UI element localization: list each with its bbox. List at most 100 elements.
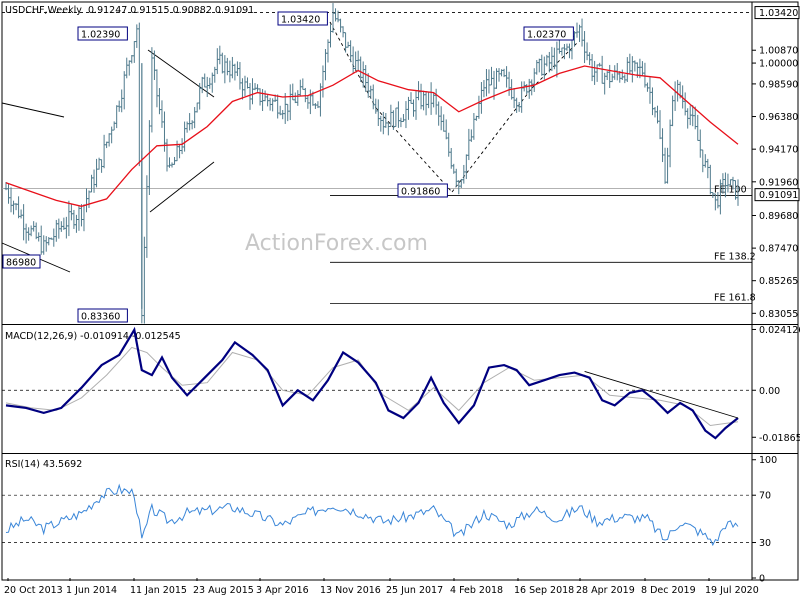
- macd-panel: MACD(12,26,9) -0.010914 -0.012545 0.02412…: [2, 325, 800, 444]
- ohlc-bar: [180, 138, 184, 155]
- y-tick-label: 0.83055: [759, 309, 798, 320]
- ohlc-bar: [208, 77, 212, 89]
- trendline: [147, 49, 215, 98]
- ohlc-bar: [238, 62, 242, 90]
- ohlc-bar: [583, 31, 587, 64]
- ohlc-bar: [188, 113, 192, 131]
- ohlc-bar: [77, 205, 81, 231]
- ohlc-bar: [193, 107, 197, 129]
- fib-extension-label: FE 100: [714, 185, 747, 196]
- ohlc-bar: [102, 134, 106, 169]
- ohlc-bar: [251, 78, 255, 105]
- ohlc-bar: [580, 18, 584, 47]
- y-tick-label: -0.018657: [759, 433, 800, 444]
- ohlc-bar: [205, 76, 209, 98]
- ohlc-bar: [447, 132, 451, 157]
- ohlc-bar: [271, 98, 275, 112]
- ohlc-bar: [115, 105, 119, 129]
- ohlc-bar: [676, 79, 680, 102]
- y-tick-label: 0.91960: [759, 177, 798, 188]
- ohlc-bar: [341, 26, 345, 38]
- ohlc-bar: [34, 222, 38, 240]
- price-label-box: [277, 11, 328, 26]
- price-label: 0.91860: [401, 187, 440, 198]
- ohlc-bar: [248, 83, 252, 110]
- price-label: 1.02390: [81, 30, 120, 41]
- price-label-box: [397, 183, 448, 198]
- ohlc-bar: [17, 196, 21, 219]
- ohlc-bar: [560, 47, 564, 56]
- ohlc-bar: [412, 99, 416, 117]
- x-tick-label: 25 Jun 2017: [386, 585, 443, 596]
- ohlc-bar: [331, 3, 335, 33]
- ohlc-bar: [434, 88, 438, 115]
- macd-signal-line: [5, 346, 739, 427]
- ohlc-bar: [479, 82, 483, 114]
- ohlc-bar: [464, 154, 468, 180]
- ohlc-bar: [298, 79, 302, 97]
- ohlc-bar: [696, 114, 700, 141]
- macd-label: MACD(12,26,9) -0.010914 -0.012545: [5, 331, 181, 342]
- ohlc-bar: [223, 55, 227, 84]
- x-tick-label: 13 Nov 2016: [320, 585, 381, 596]
- ohlc-bar: [306, 95, 310, 109]
- ohlc-bar: [489, 66, 493, 86]
- ohlc-bar: [276, 94, 280, 119]
- high-price-tag: [754, 6, 800, 20]
- x-tick-label: 3 Apr 2016: [256, 585, 309, 596]
- y-tick-label: 70: [759, 491, 771, 502]
- ohlc-bar: [117, 100, 121, 112]
- x-tick-label: 8 Dec 2019: [641, 585, 696, 596]
- ohlc-bar: [361, 61, 365, 88]
- x-tick-label: 19 Jul 2020: [705, 585, 759, 596]
- ohlc-bar: [658, 110, 662, 140]
- ohlc-bar: [708, 164, 712, 195]
- ohlc-bar: [293, 92, 297, 104]
- ohlc-bar: [135, 24, 139, 48]
- ohlc-bar: [261, 89, 265, 111]
- fib-extension-label: FE 138.2: [714, 251, 756, 262]
- ohlc-bar: [643, 62, 647, 88]
- ohlc-bar: [613, 65, 617, 80]
- ohlc-bar: [22, 204, 26, 241]
- ohlc-bar: [610, 73, 614, 83]
- ohlc-bar: [623, 74, 627, 84]
- ohlc-bar: [200, 76, 204, 94]
- ohlc-bar: [24, 223, 28, 244]
- ohlc-bar: [79, 204, 83, 227]
- ohlc-bar: [532, 68, 536, 92]
- ohlc-bar: [92, 169, 96, 193]
- ohlc-bar: [484, 69, 488, 97]
- price-label: 1.03420: [281, 15, 320, 26]
- y-tick-label: 0.89680: [759, 211, 798, 222]
- price-label-box: [2, 254, 41, 269]
- ohlc-bar: [243, 75, 247, 97]
- ohlc-bar: [245, 77, 249, 89]
- ohlc-bar: [409, 92, 413, 104]
- ohlc-bar: [386, 122, 390, 136]
- ohlc-bar: [291, 83, 295, 101]
- ohlc-bar: [625, 57, 629, 82]
- ohlc-bar: [585, 42, 589, 61]
- ohlc-bar: [67, 200, 71, 237]
- x-tick-label: 23 Aug 2015: [193, 585, 254, 596]
- ohlc-bar: [736, 179, 740, 206]
- ohlc-bar: [701, 149, 705, 173]
- ohlc-bar: [703, 154, 707, 168]
- ohlc-bar: [396, 101, 400, 128]
- ohlc-bar: [203, 73, 207, 88]
- ohlc-bar: [44, 236, 48, 252]
- ohlc-bar: [168, 157, 172, 168]
- ohlc-bar: [379, 115, 383, 132]
- ohlc-bar: [12, 200, 16, 215]
- ohlc-bar: [301, 78, 305, 90]
- ohlc-bar: [147, 120, 151, 195]
- y-tick-label: 0: [759, 574, 765, 585]
- ohlc-bar: [404, 101, 408, 129]
- ohlc-bar: [542, 56, 546, 80]
- ohlc-bar: [482, 80, 486, 98]
- ohlc-bar: [525, 84, 529, 95]
- y-tick-label: 1.00870: [759, 46, 798, 57]
- ohlc-bar: [112, 121, 116, 131]
- ohlc-bar: [215, 48, 219, 75]
